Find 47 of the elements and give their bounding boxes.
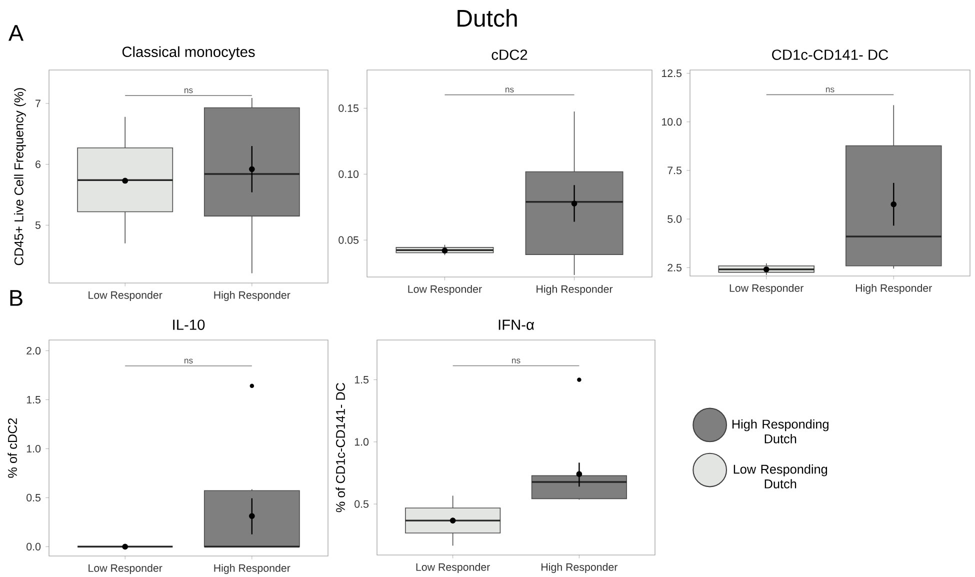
y-tick-label: 0.5 [26,494,41,502]
text: Dutch [458,9,517,27]
y-tick-label: 1.0 [26,444,41,452]
annotation: ns [505,88,514,92]
y-tick-label: 0.15 [338,104,359,112]
text: A [8,25,24,41]
y-axis-title: % of CD1c-CD141- DC [336,382,345,512]
y-tick-label: 1.0 [354,438,369,446]
y-tick-label: 6 [36,160,40,168]
annotation: ns [184,358,193,364]
y-tick-label: 1.5 [26,396,41,404]
y-tick-label: 5 [35,221,41,229]
chart-title: Classical monocytes [122,46,255,60]
x-tick-label: High Responder [542,563,618,573]
y-axis-title: % of cDC2 [8,418,17,478]
x-tick-label: High Responder [214,291,290,301]
x-tick-label: Low Responder [408,285,482,295]
x-tick-label: High Responder [536,285,613,295]
y-tick-label: 0.05 [338,236,359,244]
chart-title: cDC2 [492,50,528,60]
chart-title: CD1c-CD141- DC [772,50,888,60]
chart-title: IL-10 [173,320,205,330]
y-tick-label: 0.0 [26,542,41,550]
y-tick-label: 2.0 [26,346,41,355]
annotation: ns [184,88,193,94]
y-axis-title: CD45+ Live Cell Frequency (%) [14,88,26,266]
x-tick-label: Low Responder [88,564,162,574]
y-tick-label: 12.5 [662,70,682,78]
x-tick-label: High Responder [214,564,290,574]
y-tick-label: 7 [36,100,40,108]
y-tick-label: 0.10 [338,170,359,178]
text: B [10,290,22,306]
y-tick-label: 5.0 [668,215,682,223]
y-tick-label: 2.5 [668,264,682,272]
annotation: ns [512,358,520,364]
chart-title: IFN-α [498,320,534,330]
x-tick-label: High Responder [856,284,932,294]
x-tick-label: Low Responder [730,284,804,294]
x-tick-label: Low Responder [416,563,490,573]
y-tick-label: 1.5 [354,376,369,384]
x-tick-label: Low Responder [88,291,162,301]
y-tick-label: 10.0 [662,118,682,126]
legend-label: High Responding Dutch [732,419,828,444]
annotation: ns [826,88,834,92]
y-tick-label: 7.5 [668,166,682,174]
y-tick-label: 0.5 [354,500,369,508]
legend-label: Low Responding Dutch [734,464,828,488]
